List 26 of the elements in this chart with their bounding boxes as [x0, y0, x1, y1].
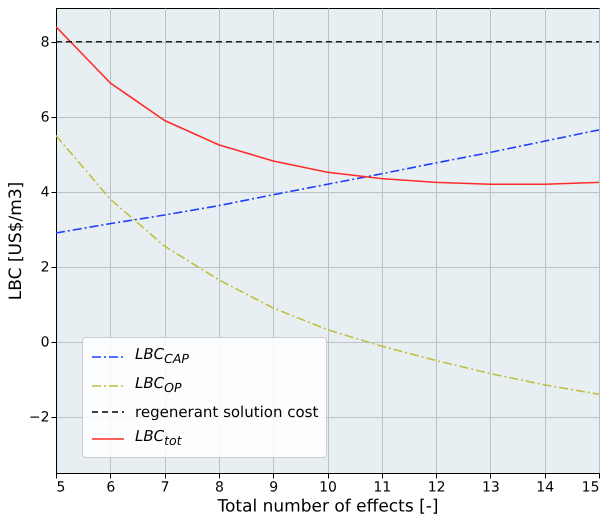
x-tick-label: 6 [106, 480, 116, 496]
legend-label: LBC$_{tot}$ [135, 426, 182, 450]
x-tick-label: 10 [319, 480, 337, 496]
y-tick-label: 4 [40, 184, 50, 200]
legend-label: LBC$_{CAP}$ [135, 344, 189, 368]
y-tick-label: 2 [40, 259, 50, 276]
x-tick-label: 11 [373, 480, 392, 496]
x-tick-label: 14 [536, 480, 554, 496]
y-tick-label: 0 [40, 334, 50, 350]
x-tick-label: 8 [214, 480, 224, 496]
x-tick-label: 5 [56, 480, 66, 496]
x-tick-label: 13 [482, 480, 500, 496]
legend-label: LBC$_{OP}$ [135, 373, 182, 397]
y-axis-title: LBC [US$/m3] [6, 182, 26, 300]
x-tick-label: 9 [269, 480, 278, 496]
y-tick-label: −2 [28, 409, 50, 426]
x-tick-label: 15 [582, 480, 600, 496]
x-tick-label: 7 [160, 480, 170, 496]
line-series [56, 134, 599, 396]
line-series [56, 129, 599, 234]
x-tick-label: 12 [428, 480, 446, 496]
y-tick-label: 6 [40, 109, 50, 126]
y-tick-label: 8 [40, 34, 50, 50]
line-series [56, 26, 599, 186]
legend-label: regenerant solution cost [135, 402, 318, 423]
x-axis-title: Total number of effects [-] [216, 496, 438, 516]
